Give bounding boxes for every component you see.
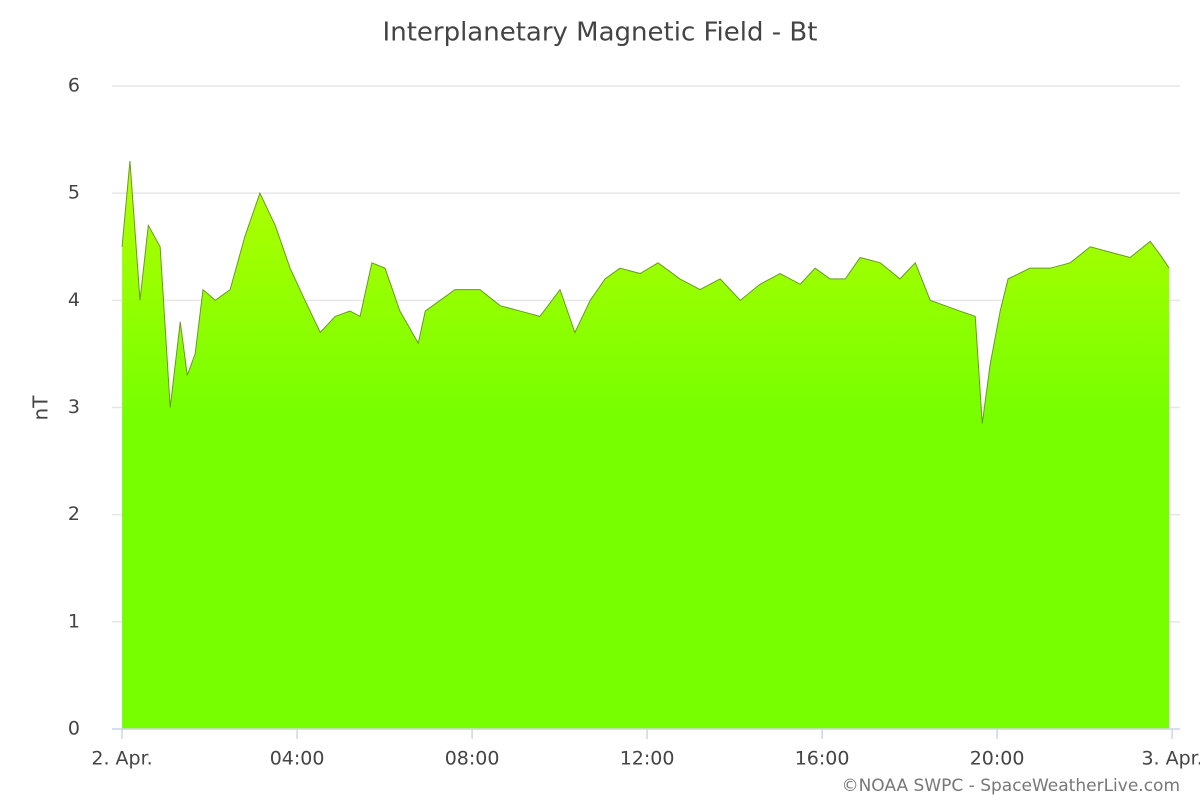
area-line (121, 160, 1170, 424)
y-tick-label: 3 (68, 396, 80, 418)
chart-title: Interplanetary Magnetic Field - Bt (383, 18, 818, 48)
x-tick-label: 2. Apr. (91, 748, 152, 770)
x-tick-label: 12:00 (620, 748, 675, 770)
y-tick-label: 5 (68, 182, 80, 204)
x-tick-label: 16:00 (795, 748, 850, 770)
y-tick-label: 4 (68, 289, 80, 311)
x-tick-label: 3. Apr. (1141, 748, 1200, 770)
y-tick-label: 1 (68, 610, 80, 632)
y-axis-label: nT (29, 395, 53, 421)
x-tick-label: 20:00 (970, 748, 1025, 770)
x-tick-label: 04:00 (270, 748, 325, 770)
y-tick-label: 6 (68, 75, 80, 97)
y-tick-label: 0 (68, 718, 80, 740)
x-tick-label: 08:00 (445, 748, 500, 770)
credits: ©NOAA SWPC - SpaceWeatherLive.com (842, 776, 1180, 796)
area (122, 161, 1170, 729)
y-tick-label: 2 (68, 503, 80, 525)
